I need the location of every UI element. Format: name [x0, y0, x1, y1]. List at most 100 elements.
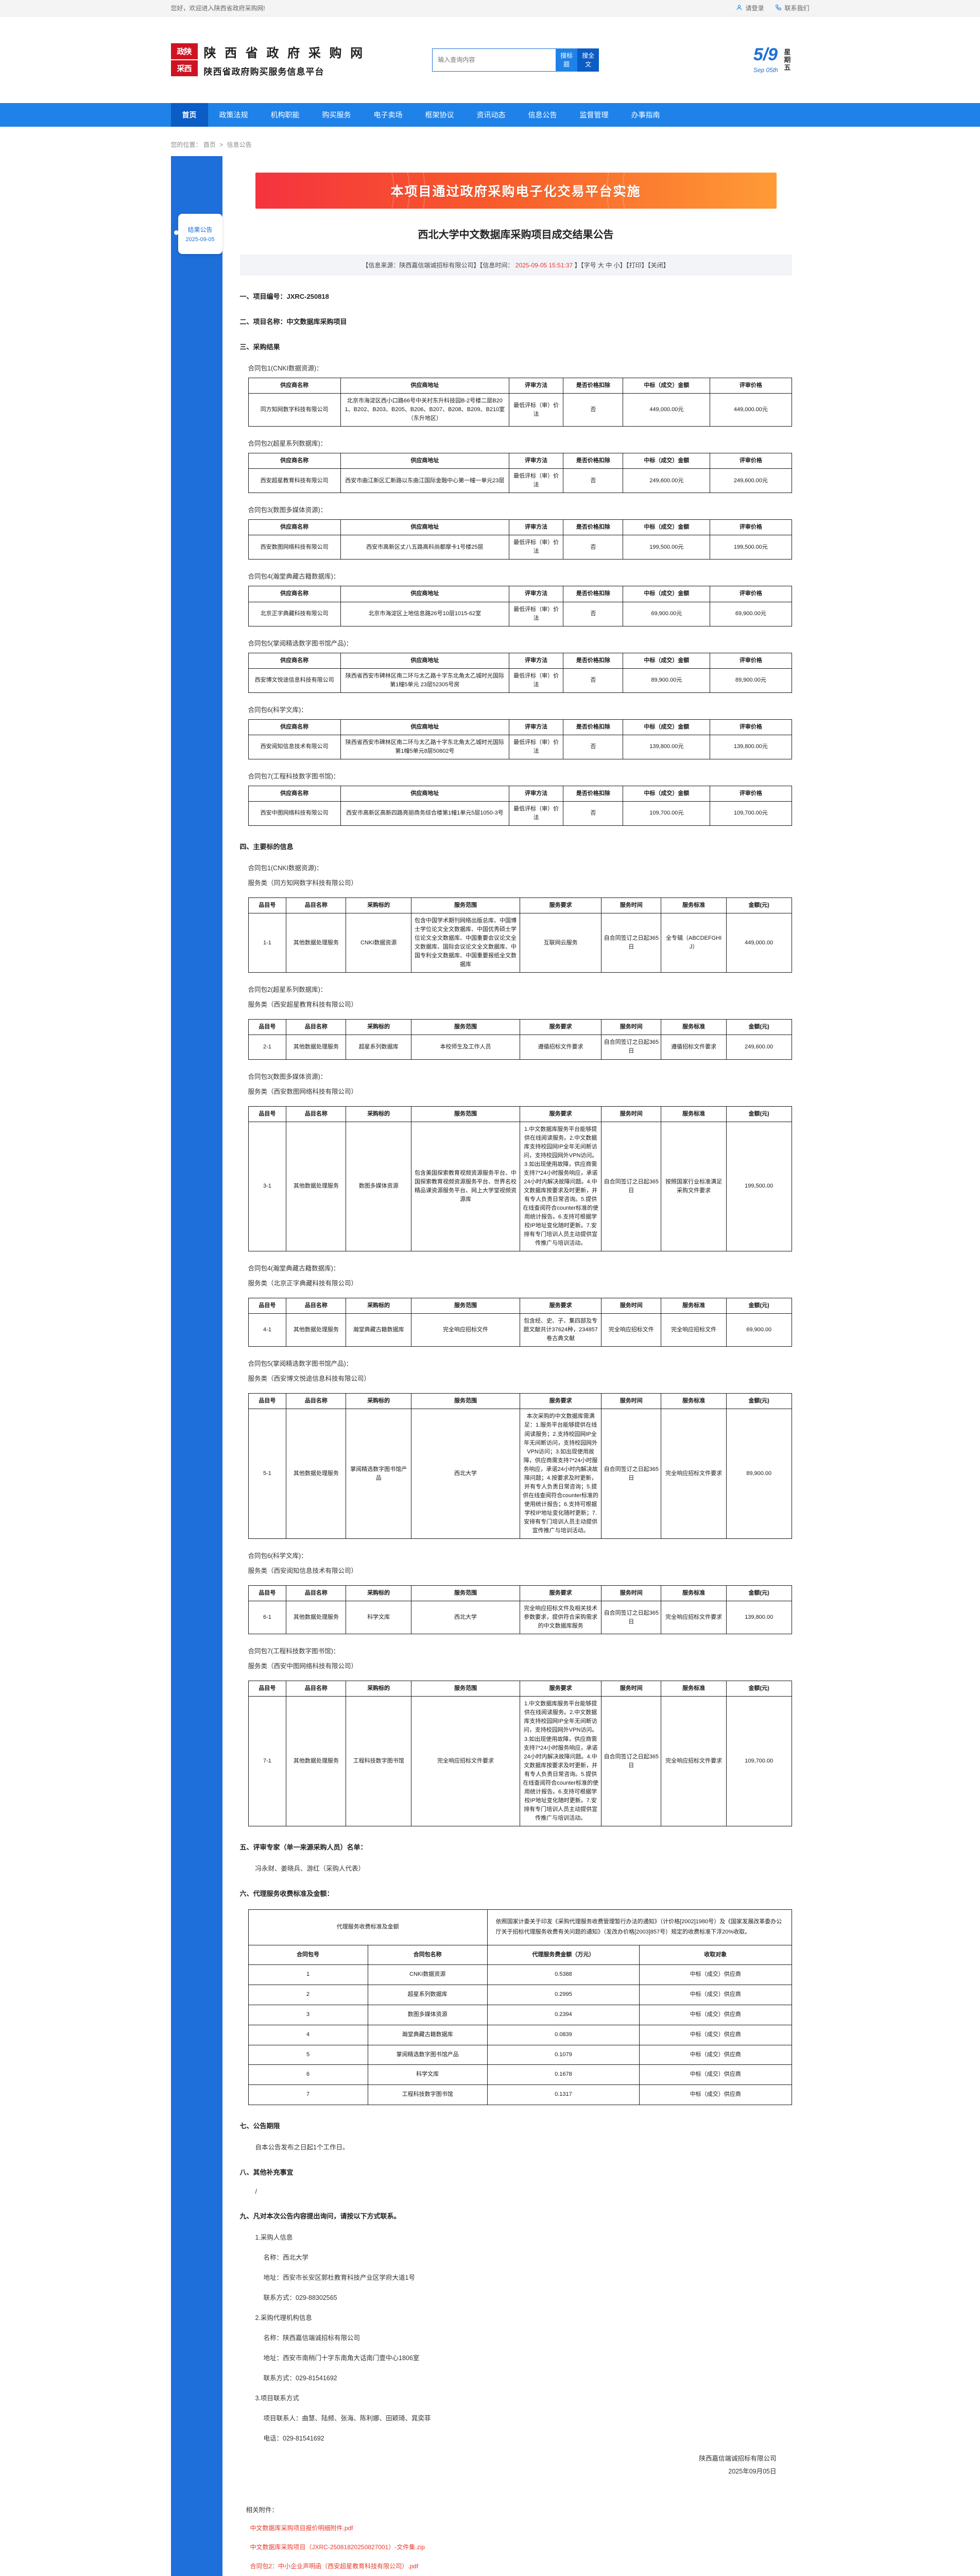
- contact-line: 名称：陕西嘉信端诚招标有限公司: [263, 2334, 360, 2342]
- nav-item-6[interactable]: 资讯动态: [476, 111, 506, 119]
- column-header: 供应商地址: [340, 586, 509, 602]
- meta-tools[interactable]: 】【字号 大 中 小】【打印】【关闭】: [574, 262, 669, 269]
- nav-item-9[interactable]: 办事指南: [631, 111, 660, 119]
- attachment-link-2[interactable]: 中文数据库采购项目（JXRC-25081820250827001）-文件集.zi…: [250, 2543, 425, 2551]
- subject-table-3: 品目号 品目名称 采购标的 服务范围 服务要求 服务时间 服务标准 金额(元) 3-1 其他数据处…: [248, 1106, 792, 1252]
- table-header-row: 品目号 品目名称 采购标的 服务范围 服务要求 服务时间 服务标准 金额(元): [248, 1106, 792, 1122]
- table-cell: 0.2394: [487, 2004, 640, 2025]
- table-cell: 199,500.00元: [710, 535, 792, 560]
- table-cell: 449,000.00元: [623, 393, 711, 427]
- nav-item-0[interactable]: 首页: [170, 103, 208, 127]
- table-cell: 完全响应招标文件要求: [661, 1601, 727, 1635]
- table-cell: 1.中文数据库服务平台能够提供在线阅读服务。2.中文数据库支持校园网IP全年无间…: [519, 1696, 602, 1826]
- breadcrumb-home[interactable]: 首页: [203, 141, 216, 148]
- table-header-row: 品目号 品目名称 采购标的 服务范围 服务要求 服务时间 服务标准 金额(元): [248, 1585, 792, 1602]
- breadcrumb-label: 您的位置：: [170, 141, 202, 148]
- column-header: 供应商地址: [340, 377, 509, 394]
- table-header-row: 供应商名称 供应商地址 评审方法 是否价格扣除 中标（成交）金额 评审价格: [248, 377, 792, 394]
- section-7-heading: 七、公告期限: [239, 2122, 280, 2130]
- column-header: 服务范围: [410, 1298, 520, 1314]
- result-package-caption-7: 合同包7(工程科技数字图书馆)：: [248, 772, 340, 780]
- result-package-caption-5: 合同包5(掌阅精选数字图书馆产品)：: [248, 639, 353, 647]
- section-4-heading: 四、主要标的信息: [239, 843, 294, 851]
- column-header: 供应商地址: [340, 519, 509, 536]
- column-header: 是否价格扣除: [563, 785, 624, 802]
- agency-fee-table: 代理服务收费标准及金额 依照国家计委关于印发《采购代理服务收费管理暂行办法的通知》…: [248, 1909, 792, 2105]
- nav-item-1[interactable]: 政策法规: [219, 111, 248, 119]
- table-cell: 包含经、史、子、集四部及专题文献共计37624种，234857卷古典文献: [519, 1313, 602, 1347]
- site-logo[interactable]: 政陕 采西 陕 西 省 政 府 采 购 网 陕西省政府购买服务信息平台: [170, 43, 366, 77]
- site-subname: 陕西省政府购买服务信息平台: [203, 66, 324, 77]
- table-header-row: 供应商名称 供应商地址 评审方法 是否价格扣除 中标（成交）金额 评审价格: [248, 519, 792, 536]
- table-cell: 最低评标（审）价法: [508, 468, 564, 494]
- table-cell: 0.5388: [487, 1964, 640, 1986]
- table-cell: 本校师生及工作人员: [410, 1035, 520, 1060]
- breadcrumb-current[interactable]: 信息公告: [227, 141, 252, 148]
- column-header: 品目名称: [286, 1393, 347, 1410]
- table-cell: 数图多媒体资源: [367, 2004, 488, 2025]
- column-header: 评审方法: [508, 586, 564, 602]
- meta-time: 2025-09-05 15:51:37: [515, 262, 573, 269]
- subject-package-kind-5: 服务类（西安博文悦途信息科技有限公司）: [248, 1375, 371, 1383]
- column-header: 服务要求: [519, 1298, 602, 1314]
- column-header: 评审价格: [710, 519, 792, 536]
- contact-group-title-2: 2.采购代理机构信息: [255, 2314, 312, 2321]
- table-cell: 超星系列数据库: [367, 1985, 488, 2005]
- table-cell: 89,900.00元: [710, 668, 792, 693]
- contact-link[interactable]: 联系我们: [775, 4, 810, 12]
- nav-item-7[interactable]: 信息公告: [528, 111, 557, 119]
- table-cell: 109,700.00元: [710, 801, 792, 826]
- column-header: 金额(元): [726, 1681, 792, 1697]
- signoff-date: 2025年09月05日: [728, 2467, 777, 2475]
- column-header: 服务范围: [410, 897, 520, 914]
- banner-text: 本项目通过政府采购电子化交易平台实施: [390, 184, 641, 199]
- nav-item-8[interactable]: 监督管理: [579, 111, 609, 119]
- column-header: 是否价格扣除: [563, 453, 624, 469]
- table-cell: 西安博文悦途信息科技有限公司: [248, 668, 341, 693]
- table-cell: 中标（成交）供应商: [639, 2004, 792, 2025]
- table-cell: 完全响应招标文件要求: [661, 1409, 727, 1539]
- table-row: 西安超星教育科技有限公司 西安市曲江新区汇新路以东曲江国际金融中心第一幢一单元23…: [248, 468, 792, 494]
- column-header: 中标（成交）金额: [623, 519, 711, 536]
- table-row: 5 掌阅精选数字图书馆产品 0.1079 中标（成交）供应商: [248, 2044, 792, 2065]
- platform-banner: 本项目通过政府采购电子化交易平台实施: [255, 173, 777, 209]
- column-header: 金额(元): [726, 897, 792, 914]
- nav-item-2[interactable]: 机构职能: [270, 111, 300, 119]
- table-cell: 0.1317: [487, 2084, 640, 2105]
- nav-item-5[interactable]: 框架协议: [425, 111, 454, 119]
- table-cell: 0.1678: [487, 2064, 640, 2086]
- contact-line: 联系方式：029-88302565: [263, 2294, 337, 2301]
- column-header: 供应商名称: [248, 377, 341, 394]
- table-cell: 掌阅精选数字图书馆产品: [367, 2044, 488, 2065]
- table-row: 7-1 其他数据处理服务 工程科技数字图书馆 完全响应招标文件要求 1.中文数据库服务平…: [248, 1696, 792, 1826]
- column-header: 服务要求: [519, 1585, 602, 1602]
- table-header-row: 品目号 品目名称 采购标的 服务范围 服务要求 服务时间 服务标准 金额(元): [248, 897, 792, 914]
- login-link[interactable]: 请登录: [736, 4, 764, 12]
- table-row: 2 超星系列数据库 0.2995 中标（成交）供应商: [248, 1985, 792, 2005]
- table-cell: 北京正字典藏科技有限公司: [248, 601, 341, 626]
- column-header: 采购标的: [346, 1019, 411, 1036]
- section-9-heading: 九、凡对本次公告内容提出询问，请按以下方式联系。: [239, 2212, 401, 2220]
- article-sidebar: 结果公告 2025-09-05: [170, 156, 222, 2576]
- search-input[interactable]: [432, 48, 556, 72]
- search-fulltext-button[interactable]: 搜全文: [577, 48, 599, 72]
- table-cell: 6: [248, 2064, 368, 2086]
- table-cell: 北京市海淀区上地信息路26号10层1015-62室: [340, 601, 509, 626]
- table-cell: 1-1: [248, 913, 287, 973]
- table-cell: 数图多媒体资源: [346, 1121, 411, 1252]
- table-header-row: 品目号 品目名称 采购标的 服务范围 服务要求 服务时间 服务标准 金额(元): [248, 1393, 792, 1410]
- attachment-link-3[interactable]: 合同包2：中小企业声明函（西安超星教育科技有限公司）.pdf: [250, 2562, 419, 2570]
- subject-package-caption-5: 合同包5(掌阅精选数字图书馆产品)：: [248, 1360, 353, 1368]
- search-title-button[interactable]: 搜标题: [556, 48, 578, 72]
- nav-item-3[interactable]: 购买服务: [322, 111, 351, 119]
- attachment-link-1[interactable]: 中文数据库采购项目报价明细附件.pdf: [250, 2524, 353, 2532]
- table-cell: 西安数图网络科技有限公司: [248, 535, 341, 560]
- table-cell: 109,700.00: [726, 1696, 792, 1826]
- result-package-caption-2: 合同包2(超星系列数据库)：: [248, 440, 327, 448]
- logo-mark-icon: 政陕 采西: [170, 43, 198, 76]
- table-cell: 否: [563, 393, 624, 427]
- search-box[interactable]: 搜标题 搜全文: [432, 48, 599, 72]
- section-2-heading: 二、项目名称：中文数据库采购项目: [239, 318, 347, 326]
- nav-item-4[interactable]: 电子卖场: [373, 111, 403, 119]
- column-header: 供应商地址: [340, 719, 509, 735]
